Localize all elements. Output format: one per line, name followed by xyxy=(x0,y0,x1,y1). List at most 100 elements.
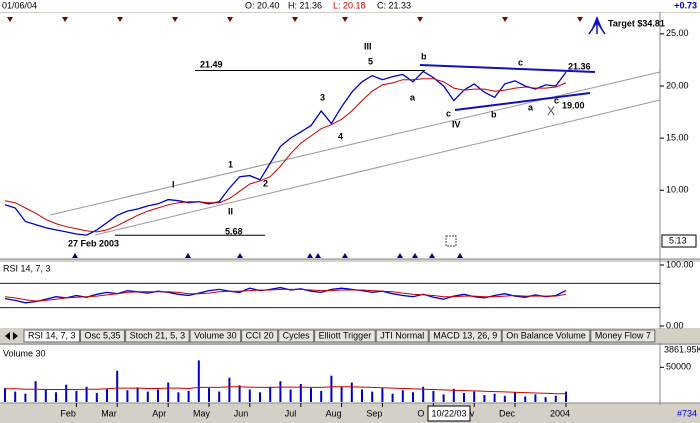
indicator-tab-label[interactable]: Money Flow 7 xyxy=(595,330,651,340)
volume-bar xyxy=(442,394,445,402)
event-icon xyxy=(445,235,457,247)
volume-bar xyxy=(554,395,557,402)
x-tick-label: Aug xyxy=(326,408,342,418)
signal-marker xyxy=(237,253,243,258)
level-label: 5.68 xyxy=(225,226,243,236)
wave-label: 5 xyxy=(368,56,373,66)
indicator-tab[interactable] xyxy=(501,329,591,343)
volume-bar xyxy=(75,390,78,402)
indicator-tab-label[interactable]: Stoch 21, 5, 3 xyxy=(130,330,186,340)
footer-label: #734 xyxy=(677,408,697,418)
volume-bar xyxy=(565,391,567,402)
indicator-tab-label[interactable]: JTI Normal xyxy=(380,330,424,340)
x-tick-label: Feb xyxy=(60,408,76,418)
indicator-tab[interactable] xyxy=(241,329,279,343)
indicator-tab-label[interactable]: Cycles xyxy=(283,330,311,340)
indicator-tab[interactable] xyxy=(314,329,376,343)
signal-marker xyxy=(429,253,435,258)
volume-bar xyxy=(299,383,302,402)
indicator-tab[interactable] xyxy=(80,329,126,343)
indicator-tab[interactable] xyxy=(590,329,656,343)
signal-marker xyxy=(502,17,508,22)
target-label: Target $34.81 xyxy=(608,18,665,28)
indicator-tab[interactable] xyxy=(278,329,315,343)
cursor-box xyxy=(427,405,471,422)
triangle-line xyxy=(419,64,596,73)
signal-marker xyxy=(185,253,191,258)
volume-bar xyxy=(55,392,57,402)
wave-label: a xyxy=(528,102,534,112)
volume-bar xyxy=(289,389,292,402)
volume-bar xyxy=(371,391,374,402)
y-tick-label: 20.00 xyxy=(666,80,689,90)
volume-bar xyxy=(279,381,282,402)
volume-bar xyxy=(259,392,261,402)
rsi-panel xyxy=(0,262,700,328)
volume-bar xyxy=(177,392,180,402)
channel-line xyxy=(94,99,661,236)
indicator-tab-label[interactable]: RSI 14, 7, 3 xyxy=(28,330,76,340)
x-tick-label: Sep xyxy=(366,408,382,418)
wave-label: b xyxy=(421,51,427,61)
volume-bar xyxy=(157,389,159,402)
volume-bar xyxy=(320,390,323,402)
volume-bar xyxy=(238,385,241,402)
volume-bar xyxy=(269,386,272,402)
indicator-tab[interactable] xyxy=(125,329,190,343)
indicator-tab-label[interactable]: MACD 13, 26, 9 xyxy=(433,330,497,340)
cursor-label: 10/22/03 xyxy=(431,408,466,418)
wave-label: 4 xyxy=(338,131,343,141)
header-open: O: 20.40 xyxy=(245,0,280,10)
volume-bar xyxy=(65,384,68,402)
indicator-tab-label[interactable]: Volume 30 xyxy=(194,330,237,340)
volume-bar xyxy=(197,360,200,402)
y-tick-label: 50000 xyxy=(666,362,691,372)
signal-marker xyxy=(397,253,403,258)
wave-label: c xyxy=(554,95,559,105)
wave-label: 2 xyxy=(263,178,268,188)
volume-bar xyxy=(24,393,27,402)
wave-label: c xyxy=(446,108,451,118)
volume-bar xyxy=(401,390,404,402)
indicator-tab-label[interactable]: Osc 5,35 xyxy=(85,330,121,340)
indicator-tab[interactable] xyxy=(428,329,502,343)
triangle-line xyxy=(454,92,591,111)
volume-last-label: 3861.95K xyxy=(664,344,700,354)
volume-bar xyxy=(391,393,394,402)
volume-bar xyxy=(544,397,547,402)
series-line xyxy=(4,78,567,233)
volume-bar xyxy=(34,381,37,402)
x-tick-label: O xyxy=(417,408,424,418)
wave-label: II xyxy=(228,206,233,216)
indicator-tab-label[interactable]: On Balance Volume xyxy=(506,330,586,340)
header-high: H: 21.36 xyxy=(288,0,322,10)
signal-marker xyxy=(577,17,583,22)
volume-title: Volume 30 xyxy=(3,348,46,358)
last-low-label: 5.13 xyxy=(669,235,687,245)
wave-label: 1 xyxy=(228,159,233,169)
signal-marker xyxy=(62,17,68,22)
volume-bar xyxy=(126,390,129,402)
volume-bar xyxy=(503,395,506,402)
tab-scroll xyxy=(5,332,18,340)
volume-bar xyxy=(95,392,98,402)
level-label: 21.49 xyxy=(200,59,223,69)
volume-bar xyxy=(381,388,384,402)
indicator-tab[interactable] xyxy=(23,329,81,343)
last-low-box xyxy=(661,234,697,248)
volume-bar xyxy=(136,387,139,402)
y-tick-label: 15.00 xyxy=(666,132,689,142)
header-low: L: 20.18 xyxy=(333,0,366,10)
signal-marker xyxy=(72,253,78,258)
indicator-tab[interactable] xyxy=(375,329,429,343)
signal-marker xyxy=(412,253,418,258)
x-tick-label: May xyxy=(193,408,211,418)
series-line xyxy=(5,386,566,395)
indicator-tab[interactable] xyxy=(189,329,242,343)
signal-marker xyxy=(315,253,321,258)
indicator-tab-label[interactable]: CCI 20 xyxy=(246,330,274,340)
indicator-tab-label[interactable]: Elliott Trigger xyxy=(319,330,372,340)
signal-marker xyxy=(307,253,313,258)
